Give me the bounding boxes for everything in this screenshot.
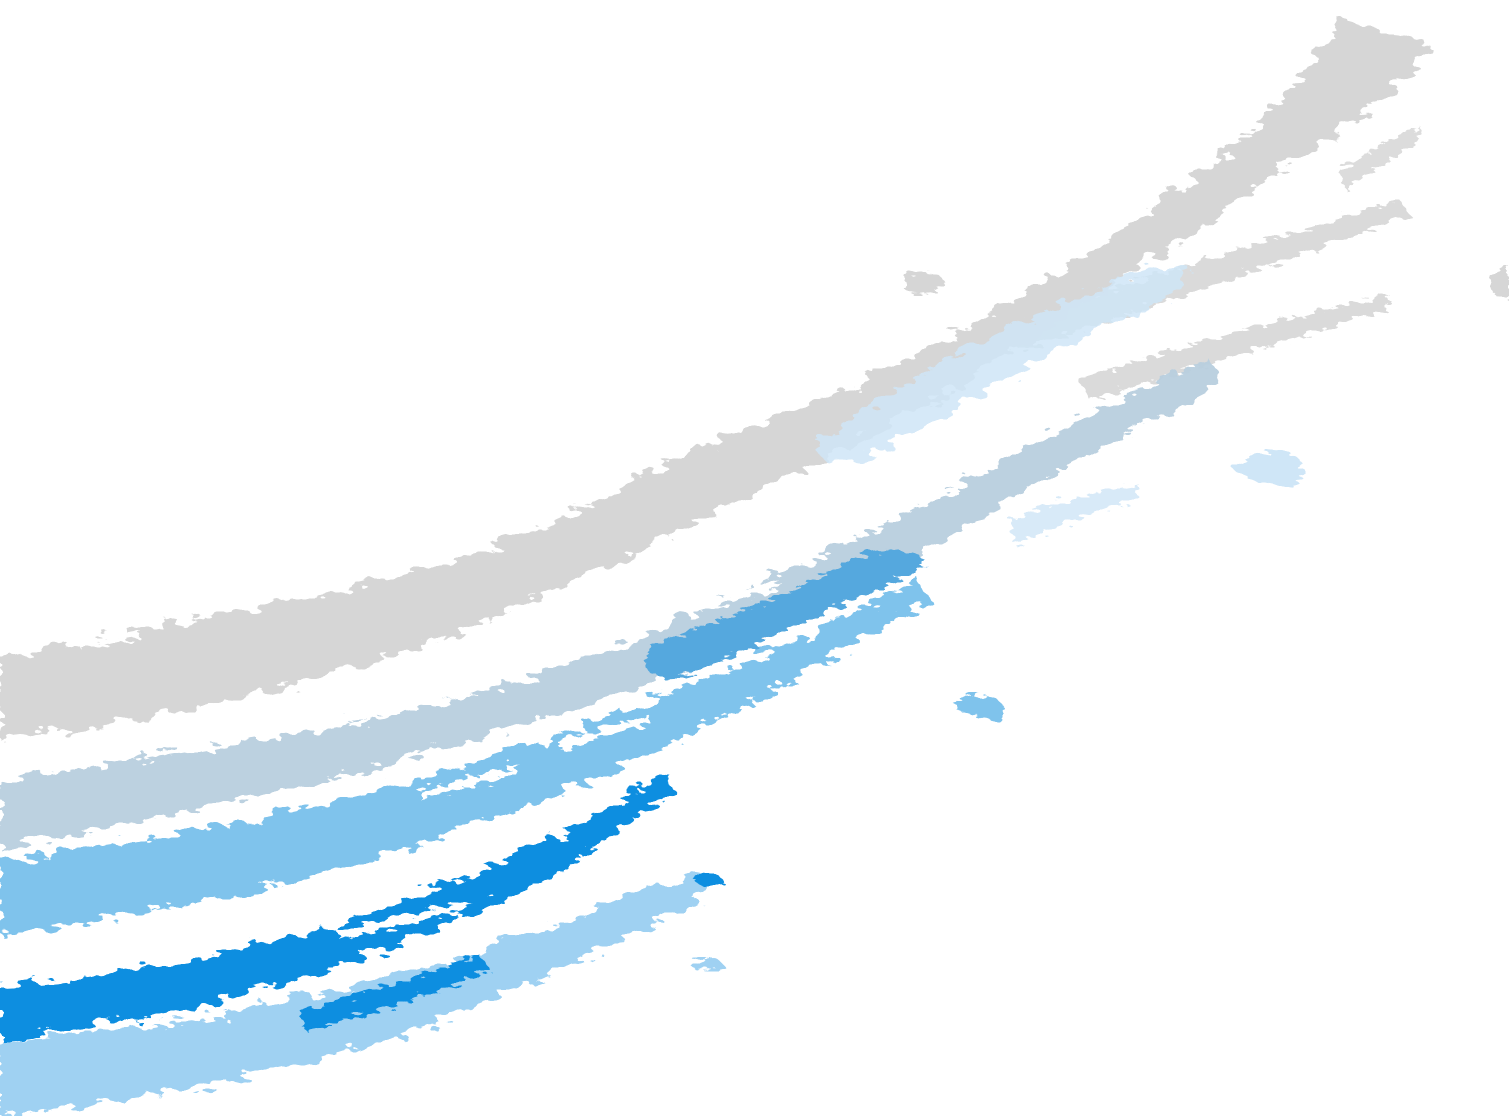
brightblue-stroke-1: [0, 770, 672, 1040]
bluegray-stroke: [0, 360, 1220, 850]
gray-stroke-blob: [905, 271, 945, 295]
gray-stroke-edge: [1490, 265, 1509, 300]
pale-blue-stroke-1: [820, 265, 1190, 464]
skyblue-blob-1: [953, 693, 1006, 724]
gray-stroke-wisp-2: [1080, 295, 1390, 400]
brightblue-stroke-2: [300, 955, 490, 1030]
gray-stroke-main: [0, 20, 1430, 740]
midblue-stroke: [645, 549, 925, 678]
white-highlight-streaks: [80, 485, 960, 1028]
gray-stroke-wisp-3: [1340, 125, 1420, 190]
brightblue-blob: [692, 871, 726, 888]
skyblue-stroke-main: [0, 580, 930, 935]
pale-blue-blob: [1232, 451, 1302, 488]
pale-blue-stroke-2: [1010, 485, 1140, 545]
pale-blue-blob-2: [690, 957, 726, 971]
